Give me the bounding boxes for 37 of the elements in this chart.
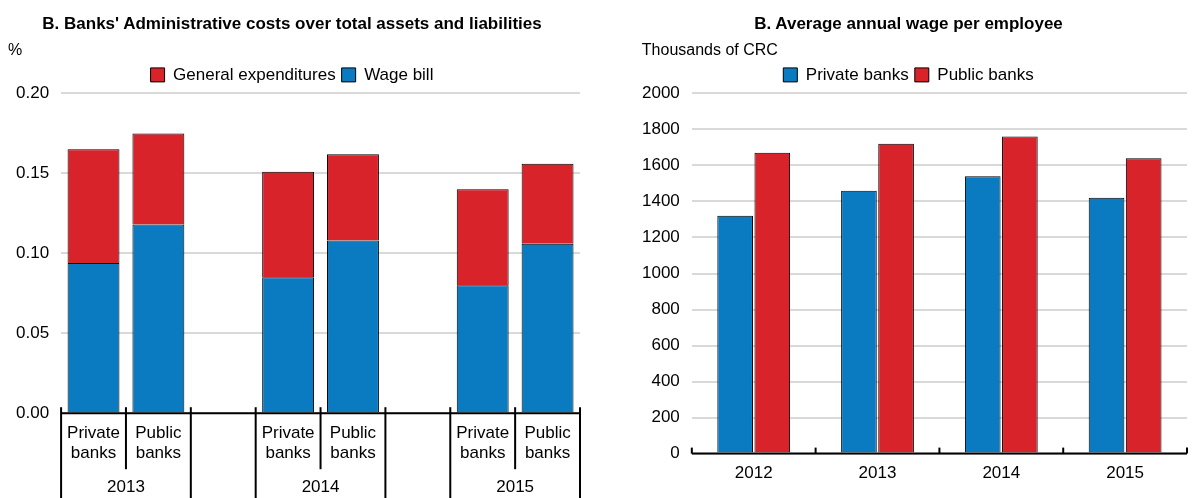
chart-title: B. Average annual wage per employee <box>754 13 1063 33</box>
x-tick-label: Private banks <box>261 423 315 463</box>
y-axis-title: % <box>8 40 23 58</box>
chart-title: B. Banks' Administrative costs over total assets and liabilities <box>42 13 542 33</box>
y-tick-label: 400 <box>651 371 680 391</box>
x-tick-label: Public banks <box>329 423 377 463</box>
y-tick-label: 1800 <box>641 119 680 139</box>
x-tick-label: Private banks <box>67 423 120 463</box>
y-tick-label: 1200 <box>641 227 680 247</box>
y-tick-label: 1400 <box>641 191 680 211</box>
legend-label: Public banks <box>937 64 1034 84</box>
y-axis-title: Thousands of CRC <box>641 40 778 58</box>
text: 2015 <box>496 477 535 497</box>
legend-label: General expenditures <box>173 64 336 84</box>
y-tick-label: 800 <box>651 299 680 319</box>
x-tick-label: 2012 <box>734 463 773 483</box>
x-tick-label: Private banks <box>456 423 510 463</box>
y-tick-label: 2000 <box>641 83 680 103</box>
x-tick-label: Public banks <box>524 423 572 463</box>
y-tick-label: 0.15 <box>15 163 50 183</box>
y-tick-label: 200 <box>651 407 680 427</box>
x-tick-label: 2015 <box>1106 463 1145 483</box>
y-tick-label: 0.05 <box>15 322 50 342</box>
legend-label: Wage bill <box>364 64 434 84</box>
y-tick-label: 1000 <box>641 263 680 283</box>
y-tick-label: 0.20 <box>15 83 50 103</box>
x-tick-label: 2013 <box>858 463 897 483</box>
y-tick-label: 600 <box>651 335 680 355</box>
y-tick-label: 0.10 <box>15 242 50 262</box>
text: 2014 <box>301 477 340 497</box>
text: 2013 <box>107 477 145 497</box>
y-tick-label: 1600 <box>641 155 680 175</box>
x-tick-label: 2014 <box>982 463 1021 483</box>
legend-label: Private banks <box>805 64 909 84</box>
y-tick-label: 0.00 <box>15 402 50 422</box>
x-tick-label: Public banks <box>135 423 183 463</box>
y-tick-label: 0 <box>670 443 680 463</box>
